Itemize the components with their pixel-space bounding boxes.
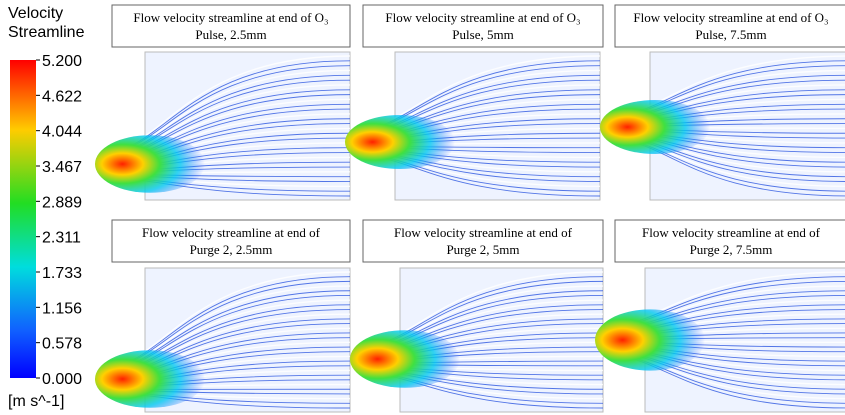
colorbar-label: 1.733 [42,265,82,282]
panel-title: Flow velocity streamline at end of O₃ [133,10,328,25]
panel-title: Purge 2, 2.5mm [190,242,273,257]
panel-title: Purge 2, 7.5mm [690,242,773,257]
panel-title: Pulse, 2.5mm [195,27,266,42]
colorbar-label: 3.467 [42,159,82,176]
title-box [362,4,604,48]
colorbar-label: 2.889 [42,194,82,211]
colorbar [10,60,36,378]
legend-title: Streamline [8,24,85,41]
jet-core [600,100,710,154]
panel-title: Flow velocity streamline at end of O₃ [385,10,580,25]
jet-core [95,135,205,193]
panel-title: Flow velocity streamline at end of [394,225,573,240]
colorbar-label: 4.044 [42,124,82,141]
jet-core [595,309,705,371]
legend-unit: [m s^-1] [8,393,64,410]
colorbar-label: 1.156 [42,300,82,317]
jet-core [350,330,460,388]
panel-title: Flow velocity streamline at end of [142,225,321,240]
jet-core [345,115,455,169]
title-box [111,4,351,48]
panel: Flow velocity streamline at end of Purge … [95,219,351,413]
panel-title: Pulse, 5mm [452,27,513,42]
title-box [362,219,604,263]
title-box [614,4,845,48]
colorbar-label: 2.311 [42,230,81,247]
legend-title: Velocity [8,5,63,22]
colorbar-label: 5.200 [42,53,82,70]
panel: Flow velocity streamline at end of O₃ Pul… [600,4,845,201]
colorbar-label: 0.000 [42,371,82,388]
colorbar-label: 0.578 [42,336,82,353]
title-box [614,219,845,263]
panel-title: Pulse, 7.5mm [695,27,766,42]
panel-title: Flow velocity streamline at end of O₃ [633,10,828,25]
panel-title: Purge 2, 5mm [446,242,519,257]
panel: Flow velocity streamline at end of O₃ Pul… [345,4,604,201]
panel: Flow velocity streamline at end of Purge … [350,219,604,413]
title-box [111,219,351,263]
colorbar-label: 4.622 [42,88,82,105]
panel-title: Flow velocity streamline at end of [642,225,821,240]
panel: Flow velocity streamline at end of Purge … [595,219,845,413]
jet-core [95,350,205,408]
panel: Flow velocity streamline at end of O₃ Pul… [95,4,351,201]
